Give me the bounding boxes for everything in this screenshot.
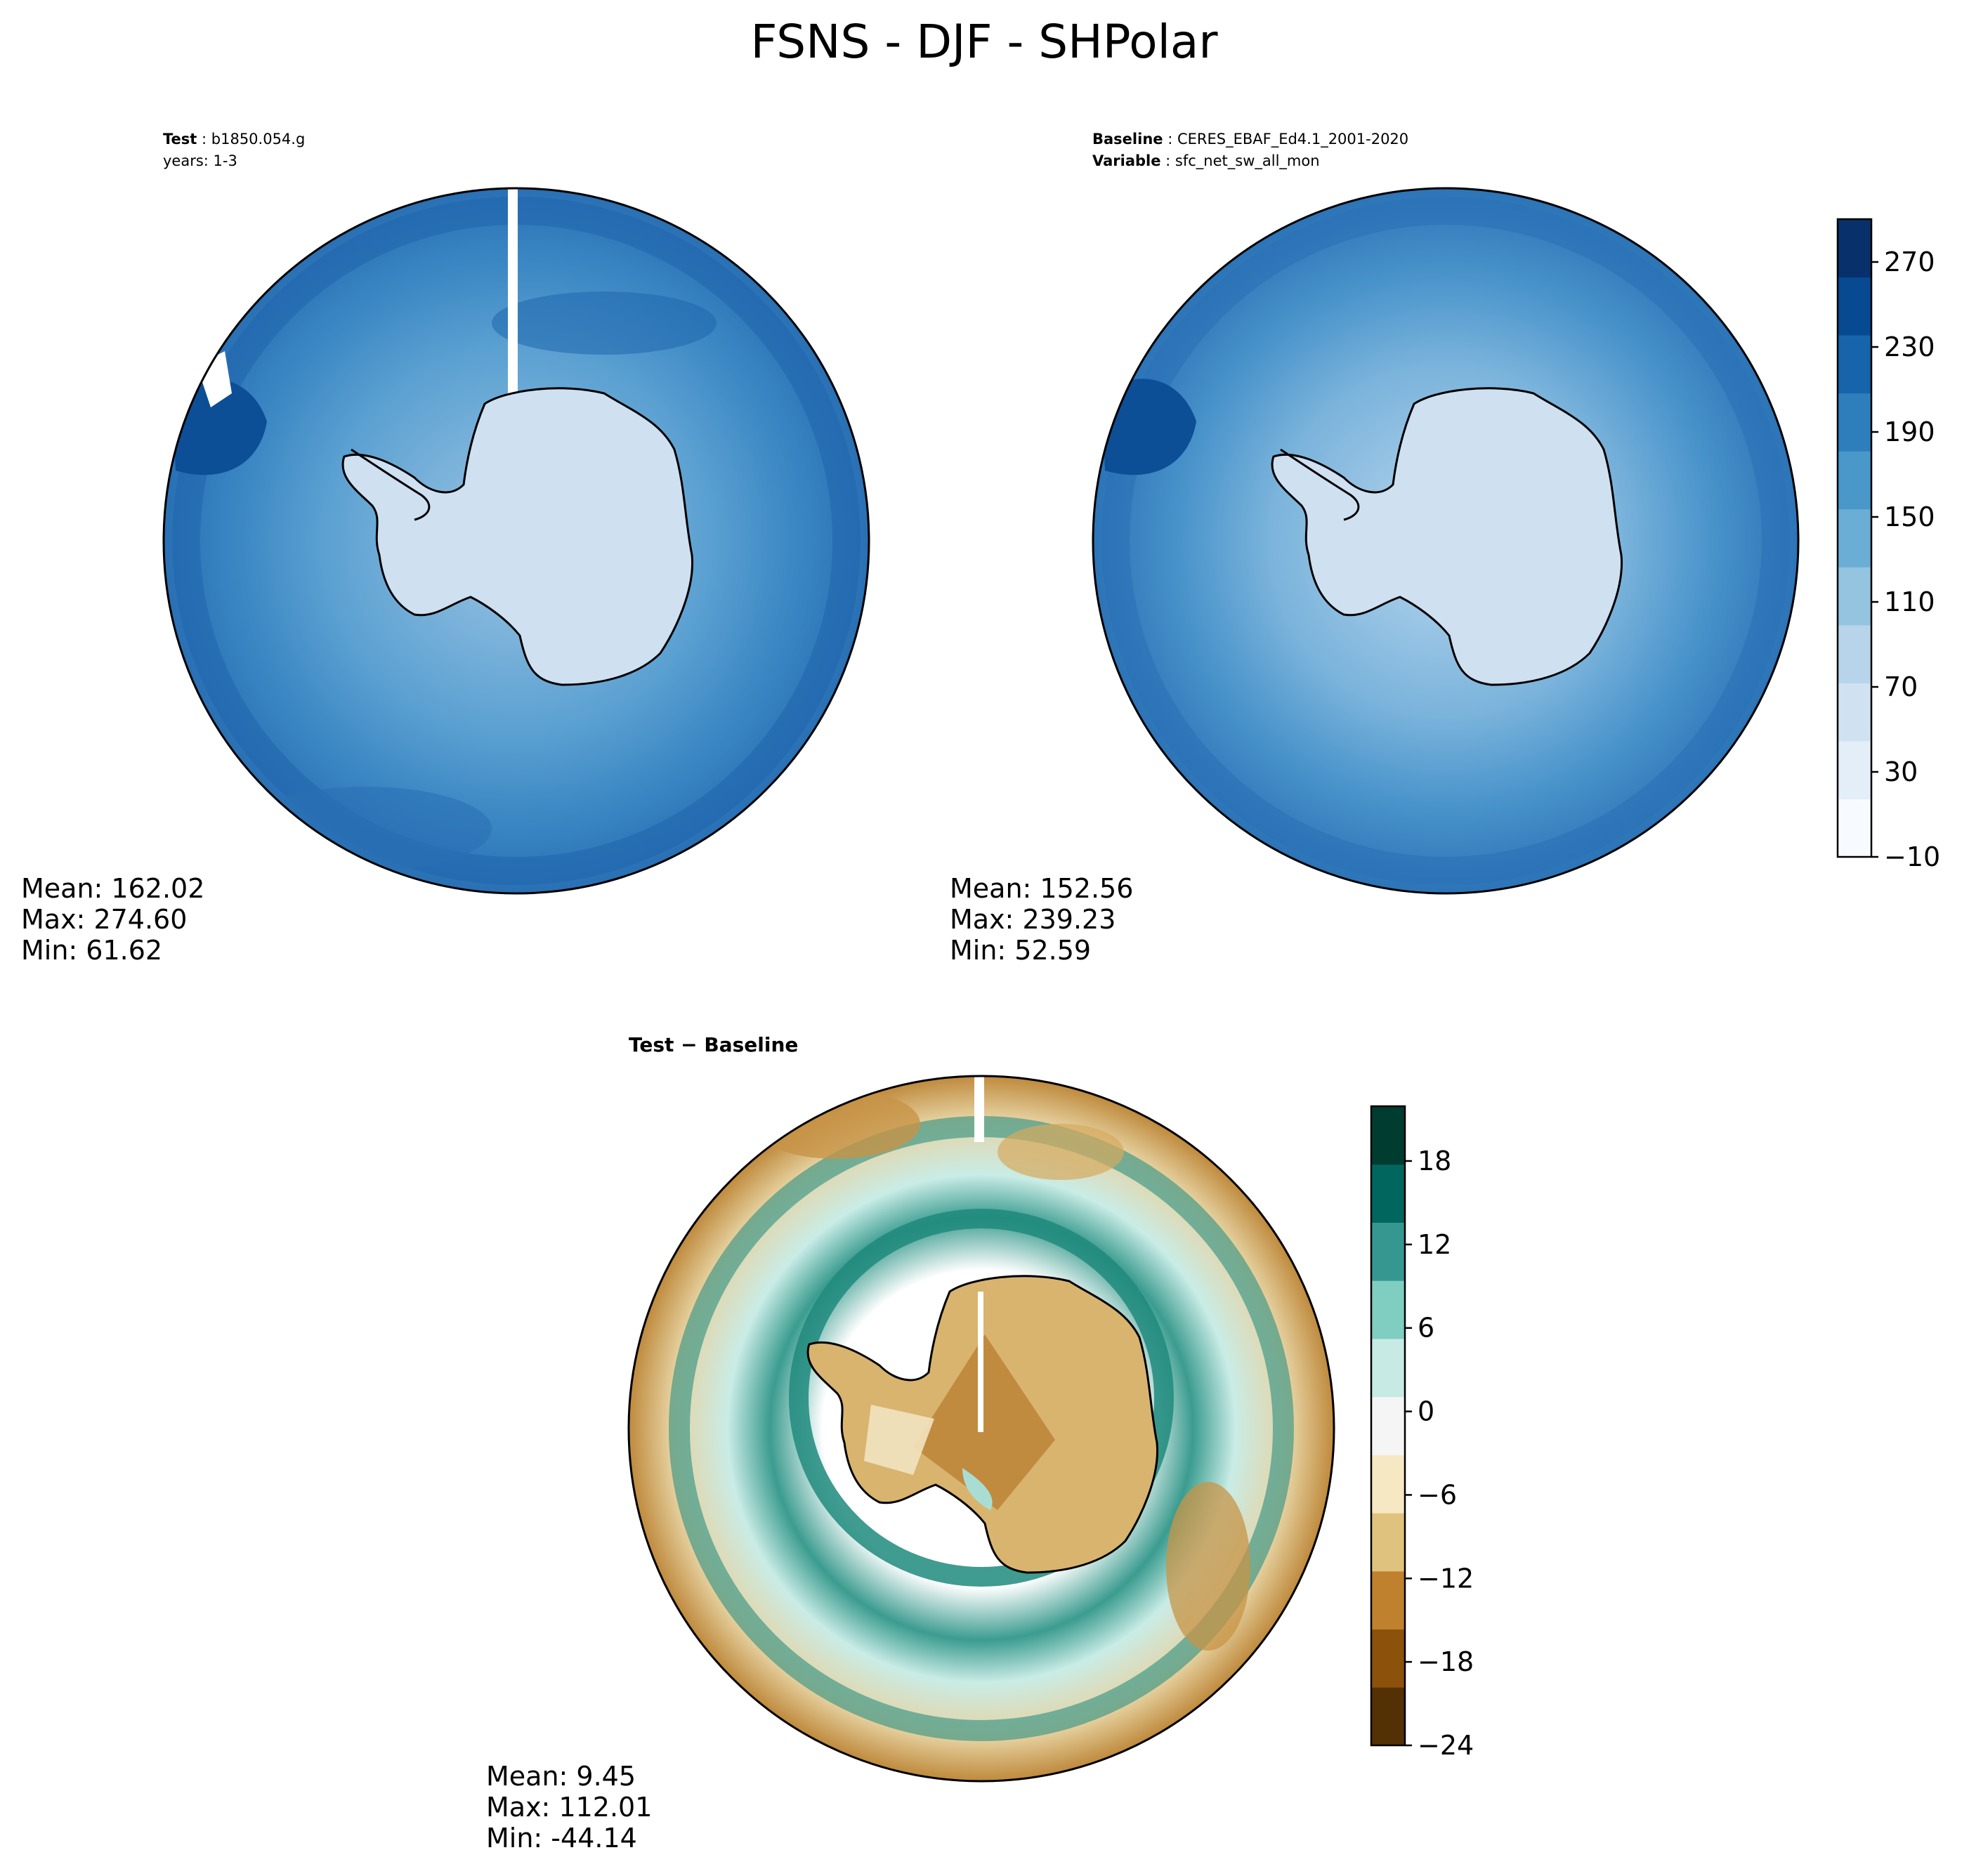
baseline-map-border xyxy=(1092,187,1800,895)
colorbar-main-block xyxy=(1838,624,1871,683)
colorbar-main-block xyxy=(1838,277,1871,336)
test-label: Test xyxy=(163,131,197,147)
colorbar-main-tick-label: 190 xyxy=(1884,416,1935,447)
colorbar-main-block xyxy=(1838,567,1871,626)
colorbar-main-tick-label: 70 xyxy=(1884,671,1918,702)
baseline-max: Max: 239.23 xyxy=(950,904,1116,935)
colorbar-diff-frame xyxy=(1370,1105,1406,1747)
colorbar-main-tick-label: 230 xyxy=(1884,332,1935,362)
colorbar-diff-block xyxy=(1371,1280,1405,1339)
colorbar-diff-tick-label: 0 xyxy=(1418,1396,1434,1427)
colorbar-diff-blocks xyxy=(1371,1106,1405,1746)
diff-map-border xyxy=(627,1075,1335,1783)
colorbar-main-block xyxy=(1838,393,1871,452)
colorbar-main-tick-label: 30 xyxy=(1884,756,1918,787)
colorbar-diff-block xyxy=(1371,1570,1405,1630)
svg-text:Baseline : CERES_EBAF_Ed4.1_20: Baseline : CERES_EBAF_Ed4.1_2001-2020 xyxy=(1092,131,1408,148)
colorbar-main-block xyxy=(1838,451,1871,510)
colorbar-diff-block xyxy=(1371,1222,1405,1281)
figure-title: FSNS - DJF - SHPolar xyxy=(750,15,1218,69)
colorbar-diff: 18 12 6 0 −6 −12 −18 −24 xyxy=(1370,1105,1474,1761)
colorbar-main-block xyxy=(1838,509,1871,568)
baseline-label: Baseline xyxy=(1092,131,1163,147)
baseline-stats: Mean: 152.56 Max: 239.23 Min: 52.59 xyxy=(950,873,1133,966)
colorbar-diff-tick-label: 6 xyxy=(1418,1313,1434,1344)
diff-min: Min: -44.14 xyxy=(486,1823,637,1854)
colorbar-diff-tick-label: 12 xyxy=(1418,1229,1451,1260)
test-mean: Mean: 162.02 xyxy=(21,873,204,904)
colorbar-diff-tick-label: −18 xyxy=(1418,1646,1474,1677)
colorbar-main-tick-label: 150 xyxy=(1884,501,1935,532)
colorbar-main-blocks xyxy=(1838,219,1871,858)
colorbar-diff-tick-label: −6 xyxy=(1418,1479,1457,1510)
colorbar-diff-tick-label: −12 xyxy=(1418,1563,1474,1594)
test-max: Max: 274.60 xyxy=(21,904,187,935)
colorbar-main-frame xyxy=(1836,218,1873,858)
colorbar-main-tick-label: 110 xyxy=(1884,586,1935,617)
diff-panel: Test − Baseline Mean: 9.45 Max: 112.01 M… xyxy=(486,1033,1335,1854)
variable-label: Variable xyxy=(1092,152,1160,169)
test-map-border xyxy=(162,187,870,895)
test-stats: Mean: 162.02 Max: 274.60 Min: 61.62 xyxy=(21,873,204,966)
colorbar-diff-tick-label: 18 xyxy=(1418,1146,1451,1176)
colorbar-diff-block xyxy=(1371,1164,1405,1223)
colorbar-main-block xyxy=(1838,683,1871,742)
variable-name: sfc_net_sw_all_mon xyxy=(1175,152,1320,170)
colorbar-diff-block xyxy=(1371,1338,1405,1398)
test-years: years: 1-3 xyxy=(163,152,237,169)
colorbar-diff-ticks: 18 12 6 0 −6 −12 −18 −24 xyxy=(1405,1146,1474,1761)
colorbar-main-block xyxy=(1838,219,1871,278)
svg-text:Variable : sfc_net_sw_all_mon: Variable : sfc_net_sw_all_mon xyxy=(1092,152,1320,170)
diff-stats: Mean: 9.45 Max: 112.01 Min: -44.14 xyxy=(486,1761,652,1854)
colorbar-main: 270 230 190 150 110 70 30 −10 xyxy=(1836,218,1940,872)
colorbar-diff-block xyxy=(1371,1513,1405,1572)
baseline-panel: Baseline : CERES_EBAF_Ed4.1_2001-2020 Va… xyxy=(950,131,1800,966)
diff-title: Test − Baseline xyxy=(629,1033,798,1056)
diff-mean: Mean: 9.45 xyxy=(486,1761,636,1792)
test-case-name: b1850.054.g xyxy=(211,131,306,147)
colorbar-diff-block xyxy=(1371,1396,1405,1455)
colorbar-main-block xyxy=(1838,740,1871,799)
colorbar-main-ticks: 270 230 190 150 110 70 30 −10 xyxy=(1871,247,1940,872)
colorbar-diff-block xyxy=(1371,1687,1405,1746)
test-antarctica xyxy=(341,387,694,686)
colorbar-diff-block xyxy=(1371,1455,1405,1514)
diff-antarctica xyxy=(806,1275,1159,1574)
baseline-dataset-name: CERES_EBAF_Ed4.1_2001-2020 xyxy=(1177,131,1408,148)
svg-text:Test : b1850.054.g: Test : b1850.054.g xyxy=(163,131,305,147)
colorbar-main-block xyxy=(1838,335,1871,394)
colorbar-main-tick-label: 270 xyxy=(1884,247,1935,277)
test-min: Min: 61.62 xyxy=(21,935,162,966)
colorbar-diff-tick-label: −24 xyxy=(1418,1730,1474,1761)
test-panel: Test : b1850.054.g years: 1-3 Mean: 162.… xyxy=(21,131,870,966)
colorbar-main-block xyxy=(1838,799,1871,858)
baseline-antarctica xyxy=(1271,387,1623,686)
colorbar-main-tick-label: −10 xyxy=(1884,841,1940,872)
baseline-mean: Mean: 152.56 xyxy=(950,873,1133,904)
baseline-min: Min: 52.59 xyxy=(950,935,1091,966)
colorbar-diff-block xyxy=(1371,1629,1405,1688)
diff-max: Max: 112.01 xyxy=(486,1792,652,1823)
colorbar-diff-block xyxy=(1371,1106,1405,1165)
